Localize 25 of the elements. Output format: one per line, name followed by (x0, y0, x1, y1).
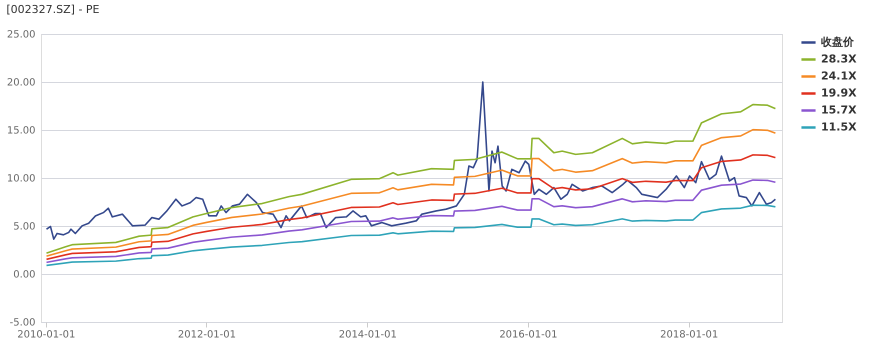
y-tick-label: 5.00 (13, 222, 36, 232)
line-series (46, 204, 776, 266)
x-tick-label: 2012-01-01 (178, 330, 236, 340)
y-tick-label: 20.00 (6, 78, 36, 88)
line-series (46, 154, 776, 260)
y-tick-label: 0.00 (13, 270, 36, 280)
line-series (46, 179, 776, 264)
x-tick-label: 2014-01-01 (338, 330, 397, 340)
legend-label: 24.1X (821, 70, 858, 82)
legend-label: 19.9X (821, 86, 858, 100)
y-tick-label: 10.00 (6, 174, 36, 184)
y-tick-label: 25.00 (6, 30, 36, 40)
line-series (46, 81, 776, 240)
chart-title: [002327.SZ] - PE (6, 3, 100, 16)
x-tick-label: 2010-01-01 (17, 330, 76, 340)
y-tick-label: -5.00 (10, 318, 36, 328)
line-series (46, 104, 776, 254)
legend-label: 28.3X (821, 52, 858, 66)
legend-label: 11.5X (821, 120, 858, 134)
y-tick-label: 15.00 (6, 126, 36, 136)
legend-label: 15.7X (821, 104, 858, 116)
line-series (46, 128, 776, 257)
x-tick-label: 2016-01-01 (499, 330, 558, 340)
x-tick-label: 2018-01-01 (660, 330, 718, 340)
legend-label: 收盘价 (821, 36, 855, 48)
